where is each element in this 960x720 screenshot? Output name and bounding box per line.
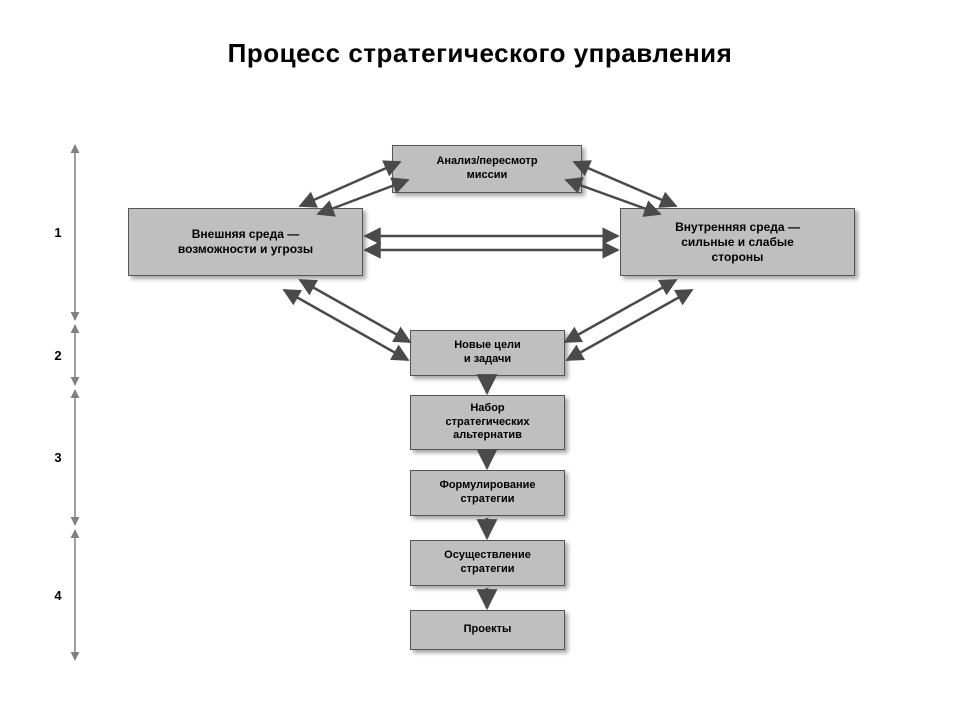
node-projects: Проекты xyxy=(410,610,565,650)
phase-label-1: 1 xyxy=(48,225,68,240)
node-external: Внешняя среда — возможности и угрозы xyxy=(128,208,363,276)
phase-label-4: 4 xyxy=(48,588,68,603)
node-goals: Новые цели и задачи xyxy=(410,330,565,376)
node-implement: Осуществление стратегии xyxy=(410,540,565,586)
node-internal: Внутренняя среда — сильные и слабые стор… xyxy=(620,208,855,276)
phase-label-2: 2 xyxy=(48,348,68,363)
diagram-title: Процесс стратегического управления xyxy=(0,38,960,69)
node-mission: Анализ/пересмотр миссии xyxy=(392,145,582,193)
node-formulate: Формулирование стратегии xyxy=(410,470,565,516)
node-altern: Набор стратегических альтернатив xyxy=(410,395,565,450)
phase-label-3: 3 xyxy=(48,450,68,465)
